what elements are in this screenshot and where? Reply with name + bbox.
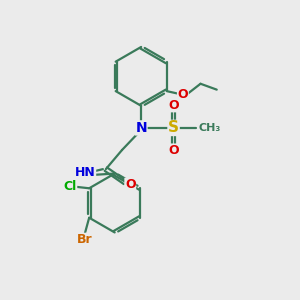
Text: S: S [168, 120, 179, 135]
Text: N: N [135, 121, 147, 135]
Text: O: O [178, 88, 188, 100]
Text: O: O [168, 144, 179, 157]
Text: O: O [168, 99, 179, 112]
Text: O: O [125, 178, 136, 191]
Text: CH₃: CH₃ [199, 123, 221, 133]
Text: Cl: Cl [63, 180, 77, 193]
Text: HN: HN [75, 166, 96, 178]
Text: Br: Br [77, 233, 93, 246]
